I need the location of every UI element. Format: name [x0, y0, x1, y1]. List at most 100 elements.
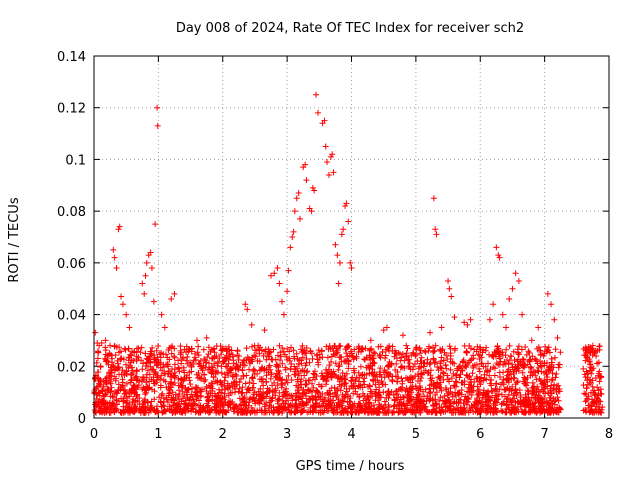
data-point	[549, 370, 556, 377]
data-point	[527, 409, 534, 416]
data-point	[454, 367, 461, 374]
data-point	[271, 270, 278, 277]
data-point	[276, 342, 283, 349]
data-point	[298, 357, 305, 364]
data-point	[239, 409, 246, 416]
data-point	[312, 393, 319, 400]
data-point	[203, 334, 210, 341]
data-point	[95, 398, 102, 405]
data-point	[485, 388, 492, 395]
data-point	[452, 383, 459, 390]
data-point	[584, 377, 591, 384]
data-point	[476, 391, 483, 398]
data-point	[227, 354, 234, 361]
data-point	[95, 377, 102, 384]
data-point	[487, 398, 494, 405]
data-point	[398, 375, 405, 382]
data-point	[494, 346, 501, 353]
data-point	[338, 408, 345, 415]
data-point	[460, 406, 467, 413]
data-point	[145, 409, 152, 416]
x-tick-label: 8	[605, 427, 613, 442]
data-point	[378, 378, 385, 385]
data-point	[426, 385, 433, 392]
data-point	[347, 377, 354, 384]
y-tick-label: 0.14	[57, 50, 86, 65]
data-point	[467, 357, 474, 364]
data-point	[471, 346, 478, 353]
data-point	[96, 403, 103, 410]
data-point	[230, 360, 237, 367]
data-point	[424, 370, 431, 377]
data-point	[181, 369, 188, 376]
data-point	[126, 324, 133, 331]
data-point	[138, 357, 145, 364]
data-point	[129, 387, 136, 394]
data-point	[241, 393, 248, 400]
data-point	[103, 390, 110, 397]
data-point	[167, 384, 174, 391]
data-point	[238, 375, 245, 382]
data-point	[181, 400, 188, 407]
data-point	[431, 348, 438, 355]
data-point	[93, 359, 100, 366]
data-point	[313, 400, 320, 407]
data-point	[305, 386, 312, 393]
data-point	[506, 296, 513, 303]
data-point	[491, 372, 498, 379]
data-point	[475, 388, 482, 395]
grid-lines	[94, 56, 609, 418]
data-point	[533, 409, 540, 416]
data-point	[253, 347, 260, 354]
data-point	[249, 354, 256, 361]
data-point	[556, 361, 563, 368]
data-point	[476, 344, 483, 351]
data-point	[448, 375, 455, 382]
data-point	[261, 401, 268, 408]
data-point	[218, 363, 225, 370]
data-point	[592, 347, 599, 354]
data-point	[543, 376, 550, 383]
data-point	[315, 347, 322, 354]
data-point	[129, 408, 136, 415]
data-point	[511, 357, 518, 364]
data-point	[396, 401, 403, 408]
data-point	[95, 368, 102, 375]
data-point	[551, 354, 558, 361]
data-point	[336, 362, 343, 369]
data-point	[274, 362, 281, 369]
data-point	[248, 321, 255, 328]
data-point	[389, 376, 396, 383]
data-point	[275, 372, 282, 379]
data-point	[393, 387, 400, 394]
data-point	[402, 353, 409, 360]
data-point	[208, 369, 215, 376]
data-point	[386, 347, 392, 354]
data-point	[202, 357, 209, 364]
data-point	[345, 358, 352, 365]
data-point	[225, 392, 232, 399]
data-point	[556, 388, 563, 395]
data-point	[588, 396, 595, 403]
data-point	[260, 352, 267, 359]
data-point	[515, 350, 522, 357]
data-point	[127, 351, 134, 358]
data-point	[278, 298, 285, 305]
data-point	[486, 351, 493, 358]
data-point	[315, 361, 322, 368]
data-point	[393, 360, 400, 367]
data-point	[493, 244, 500, 251]
data-point	[165, 392, 172, 399]
data-point	[509, 383, 516, 390]
data-point	[334, 409, 341, 416]
data-point	[102, 356, 109, 363]
data-point	[432, 392, 439, 399]
data-point	[214, 377, 221, 384]
data-point	[325, 346, 332, 353]
data-point	[217, 407, 224, 414]
data-point	[499, 379, 506, 386]
data-point	[195, 369, 202, 376]
data-point	[468, 389, 475, 396]
data-point	[188, 385, 195, 392]
data-point	[492, 392, 499, 399]
